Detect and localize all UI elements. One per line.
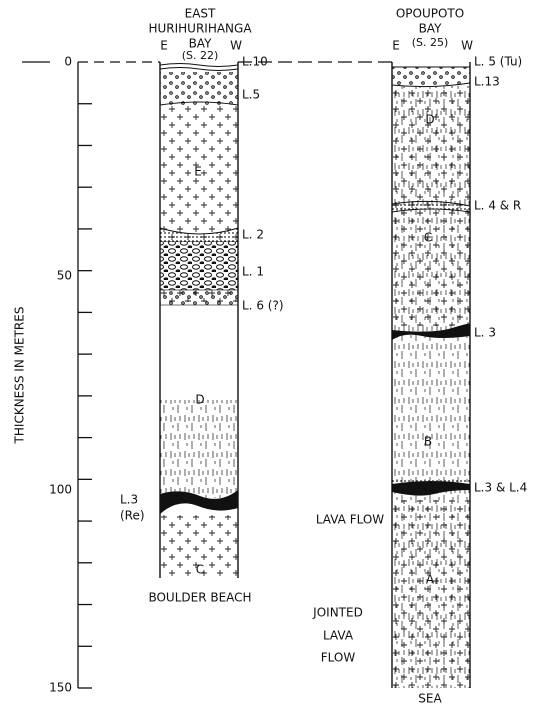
section-title: BAY [419,22,443,36]
section-code: (S. 22) [182,49,219,62]
layer-label: L. 3 [474,326,496,340]
layer-label: L. 2 [242,228,264,242]
unit-label: D [425,113,434,127]
side-label: L.3 [120,493,138,507]
layer-label: L.3 & L.4 [474,481,527,495]
axis-label: THICKNESS IN METRES [13,307,27,445]
unit-label: C [196,563,204,577]
tick-label: 150 [49,681,72,695]
layer-label: L. 5 (Tu) [474,55,522,69]
layer-label: L.10 [242,55,268,69]
side-label: JOINTED [312,606,363,620]
layer-label: L.5 [242,88,260,102]
west-label: W [461,39,473,53]
unit-label: D [195,393,204,407]
section-title: OPOUPOTO [396,7,464,21]
tick-label: 50 [57,269,72,283]
diagram: THICKNESS IN METRES 0 50 100 150 EAST HU… [0,0,544,705]
side-label: LAVA [323,629,354,643]
layer-label: L. 6 (?) [242,299,284,313]
east-label: E [160,39,168,53]
unit-label: E [194,165,202,179]
unit-label: B [424,435,432,449]
layer-label: L. 1 [242,265,264,279]
tick-label: 0 [64,55,72,69]
unit-label: A [426,573,435,587]
middle-label: LAVA FLOW [316,513,384,527]
base-label: BOULDER BEACH [148,591,251,605]
section-title: EAST [185,7,216,21]
section-title: HURIHURIHANGA [148,22,252,36]
side-label: (Re) [120,509,145,523]
section-code: (S. 25) [412,36,449,49]
east-label: E [392,39,400,53]
left-column [160,62,238,578]
layer-label: L.13 [474,75,500,89]
tick-label: 100 [49,483,72,497]
right-column [392,62,470,688]
unit-label: C [424,231,432,245]
west-label: W [230,39,242,53]
side-label: FLOW [321,651,356,665]
layer-label: L. 4 & R [474,199,521,213]
base-label: SEA [418,692,442,705]
